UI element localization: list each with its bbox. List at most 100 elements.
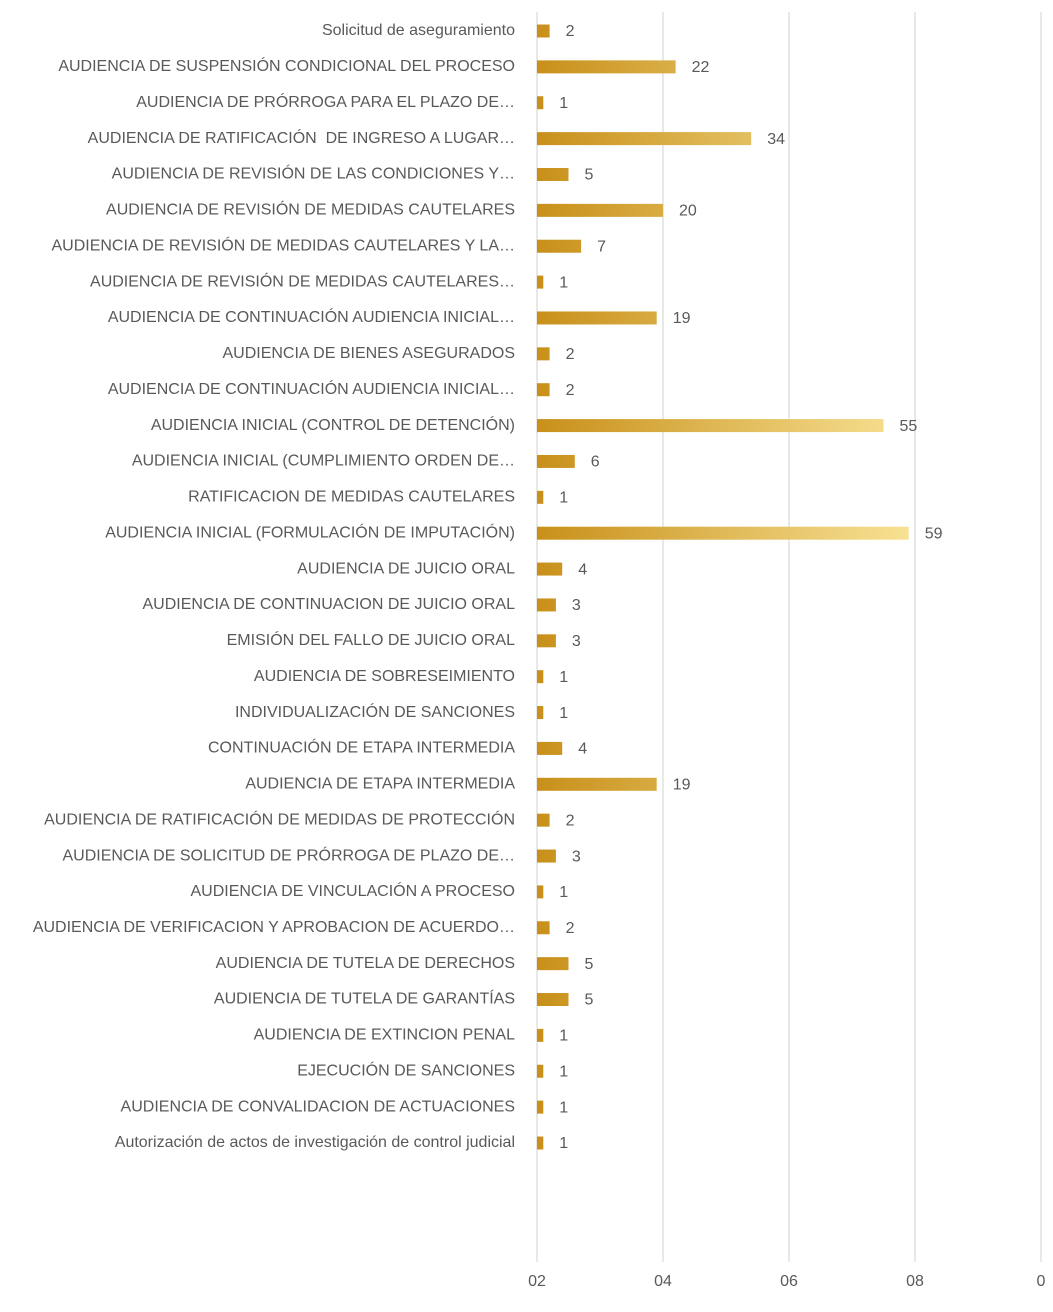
category-label: AUDIENCIA DE REVISIÓN DE LAS CONDICIONES… <box>112 164 515 183</box>
bar <box>537 24 550 38</box>
value-label: 1 <box>559 1028 568 1045</box>
category-label: AUDIENCIA DE SUSPENSIÓN CONDICIONAL DEL … <box>58 56 515 75</box>
value-label: 1 <box>559 274 568 291</box>
value-label: 22 <box>692 59 710 76</box>
category-label: AUDIENCIA DE RATIFICACIÓN DE MEDIDAS DE … <box>44 809 515 828</box>
category-label: AUDIENCIA DE CONTINUACION DE JUICIO ORAL <box>143 596 516 613</box>
bar <box>537 777 657 791</box>
value-label: 1 <box>559 669 568 686</box>
bar <box>537 706 544 720</box>
x-tick-label: 0 <box>1037 1273 1046 1290</box>
bar <box>537 203 663 217</box>
bar <box>537 993 569 1007</box>
bar <box>537 957 569 971</box>
value-label: 5 <box>585 956 594 973</box>
bar <box>537 526 909 540</box>
value-label: 2 <box>566 23 575 40</box>
bar <box>537 275 544 289</box>
category-label: AUDIENCIA DE RATIFICACIÓN DE INGRESO A L… <box>88 128 515 147</box>
bar <box>537 167 569 181</box>
category-label: AUDIENCIA DE BIENES ASEGURADOS <box>222 345 515 362</box>
category-label: AUDIENCIA DE CONTINUACIÓN AUDIENCIA INIC… <box>108 379 515 398</box>
value-label: 1 <box>559 1135 568 1152</box>
value-label: 7 <box>597 238 606 255</box>
bar <box>537 741 563 755</box>
category-label: INDIVIDUALIZACIÓN DE SANCIONES <box>235 702 515 721</box>
value-label: 19 <box>673 310 691 327</box>
category-label: AUDIENCIA DE REVISIÓN DE MEDIDAS CAUTELA… <box>90 271 515 290</box>
category-label: Autorización de actos de investigación d… <box>115 1134 515 1151</box>
bar <box>537 885 544 899</box>
value-label: 59 <box>925 525 943 542</box>
category-label: RATIFICACION DE MEDIDAS CAUTELARES <box>188 489 515 506</box>
category-label: AUDIENCIA DE ETAPA INTERMEDIA <box>245 776 515 793</box>
category-label: AUDIENCIA DE CONTINUACIÓN AUDIENCIA INIC… <box>108 307 515 326</box>
category-label: AUDIENCIA DE VINCULACIÓN A PROCESO <box>190 881 515 900</box>
bar <box>537 598 556 612</box>
bar <box>537 562 563 576</box>
value-label: 20 <box>679 203 697 220</box>
value-label: 1 <box>559 95 568 112</box>
category-label: CONTINUACIÓN DE ETAPA INTERMEDIA <box>208 738 515 757</box>
value-label: 2 <box>566 812 575 829</box>
category-label: AUDIENCIA DE EXTINCION PENAL <box>254 1027 515 1044</box>
x-tick-label: 08 <box>906 1273 924 1290</box>
category-label: AUDIENCIA DE SOBRESEIMIENTO <box>254 668 515 685</box>
bar <box>537 849 556 863</box>
bar <box>537 454 575 468</box>
bar <box>537 1064 544 1078</box>
bar <box>537 311 657 325</box>
value-label: 4 <box>578 741 587 758</box>
bar <box>537 813 550 827</box>
value-label: 3 <box>572 633 581 650</box>
category-label: AUDIENCIA INICIAL (CUMPLIMIENTO ORDEN DE… <box>132 453 515 470</box>
x-tick-label: 02 <box>528 1273 546 1290</box>
category-label: AUDIENCIA DE PRÓRROGA PARA EL PLAZO DE… <box>136 92 515 111</box>
value-label: 5 <box>585 167 594 184</box>
value-label: 3 <box>572 597 581 614</box>
value-label: 3 <box>572 848 581 865</box>
bar <box>537 347 550 361</box>
value-label: 1 <box>559 705 568 722</box>
bar <box>537 132 752 146</box>
bar <box>537 1100 544 1114</box>
category-label: AUDIENCIA DE REVISIÓN DE MEDIDAS CAUTELA… <box>106 200 515 219</box>
category-label: AUDIENCIA INICIAL (CONTROL DE DETENCIÓN) <box>151 415 515 434</box>
value-label: 1 <box>559 884 568 901</box>
bar <box>537 921 550 935</box>
bar <box>537 490 544 504</box>
value-label: 2 <box>566 382 575 399</box>
value-label: 1 <box>559 490 568 507</box>
bar <box>537 1028 544 1042</box>
value-label: 55 <box>900 418 918 435</box>
x-tick-label: 06 <box>780 1273 798 1290</box>
bar <box>537 634 556 648</box>
value-label: 1 <box>559 1063 568 1080</box>
category-label: EMISIÓN DEL FALLO DE JUICIO ORAL <box>227 630 515 649</box>
bar <box>537 419 884 433</box>
category-label: EJECUCIÓN DE SANCIONES <box>297 1060 515 1079</box>
value-label: 4 <box>578 561 587 578</box>
category-label: AUDIENCIA DE VERIFICACION Y APROBACION D… <box>33 919 515 936</box>
bar <box>537 239 582 253</box>
value-label: 19 <box>673 777 691 794</box>
category-label: AUDIENCIA INICIAL (FORMULACIÓN DE IMPUTA… <box>105 522 515 541</box>
category-label: Solicitud de aseguramiento <box>322 22 515 39</box>
value-label: 6 <box>591 454 600 471</box>
value-label: 2 <box>566 920 575 937</box>
bar <box>537 96 544 110</box>
bar <box>537 383 550 397</box>
category-label: AUDIENCIA DE JUICIO ORAL <box>297 560 515 577</box>
bar <box>537 60 676 74</box>
category-label: AUDIENCIA DE TUTELA DE GARANTÍAS <box>214 989 515 1008</box>
category-label: AUDIENCIA DE CONVALIDACION DE ACTUACIONE… <box>121 1098 515 1115</box>
value-label: 5 <box>585 992 594 1009</box>
bar <box>537 670 544 684</box>
x-tick-label: 04 <box>654 1273 672 1290</box>
category-label: AUDIENCIA DE REVISIÓN DE MEDIDAS CAUTELA… <box>51 235 515 254</box>
value-label: 2 <box>566 346 575 363</box>
category-label: AUDIENCIA DE TUTELA DE DERECHOS <box>216 955 515 972</box>
value-label: 34 <box>767 131 785 148</box>
value-label: 1 <box>559 1099 568 1116</box>
